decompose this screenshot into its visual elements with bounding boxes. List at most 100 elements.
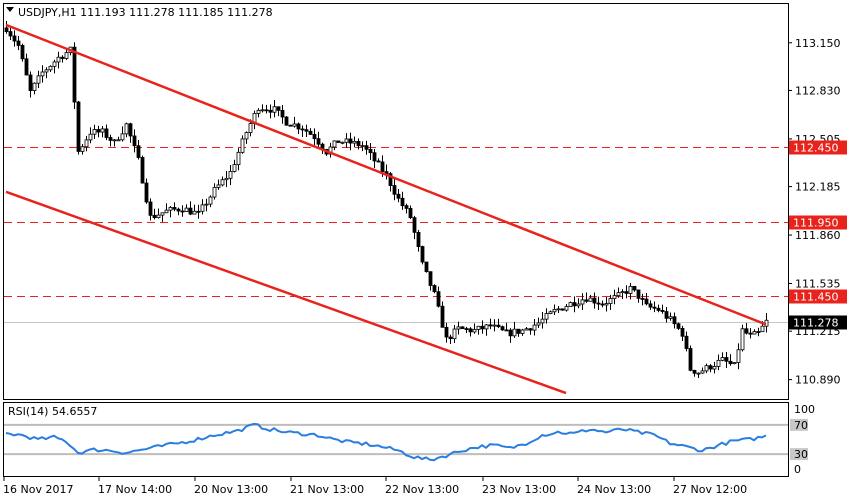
level-tag-label: 111.450: [793, 291, 839, 304]
price-tick-label: 110.890: [795, 374, 841, 387]
candle-body: [740, 328, 745, 351]
candle-body: [280, 109, 285, 118]
candle-body: [728, 360, 733, 365]
candle-body: [276, 106, 281, 111]
candle-body: [472, 329, 477, 333]
time-tick-label: 23 Nov 13:00: [482, 483, 556, 496]
candle-body: [476, 325, 481, 330]
candle-body: [152, 214, 157, 219]
candle-body: [44, 69, 49, 73]
candle-body: [216, 184, 221, 188]
price-tick-label: 111.860: [795, 229, 841, 242]
candle-body: [344, 138, 349, 143]
candle-body: [588, 297, 593, 302]
candle-body: [636, 289, 641, 299]
candle-body: [228, 171, 233, 179]
candle-body: [40, 71, 45, 77]
candle-body: [332, 140, 337, 148]
candle-body: [20, 45, 25, 60]
candle-body: [120, 133, 125, 141]
candle-body: [668, 316, 673, 319]
candle-body: [416, 231, 421, 247]
rsi-axis-label: 100: [794, 403, 815, 416]
candle-body: [528, 328, 533, 331]
rsi-axis: 100 70 30 0: [790, 403, 815, 476]
candle-body: [124, 123, 129, 135]
time-tick-label: 22 Nov 13:00: [385, 483, 459, 496]
candle-body: [248, 123, 253, 133]
candle-body: [552, 308, 557, 313]
rsi-level-tag: [790, 418, 808, 431]
symbol-info-line: USDJPY,H1 111.193 111.278 111.185 111.27…: [18, 6, 273, 19]
candle-body: [432, 285, 437, 293]
candle-body: [64, 52, 69, 59]
candle-body: [184, 207, 189, 212]
candle-body: [492, 324, 497, 327]
candle-body: [348, 138, 353, 144]
rsi-axis-label: 70: [794, 419, 808, 432]
candle-body: [256, 109, 261, 114]
candle-body: [8, 31, 13, 37]
rsi-level-tag: [790, 448, 808, 461]
candle-body: [660, 310, 665, 312]
rsi-panel: [3, 402, 789, 477]
candle-body: [760, 325, 765, 333]
candle-body: [520, 329, 525, 334]
candle-body: [340, 141, 345, 144]
candle-body: [148, 201, 153, 216]
candle-body: [600, 303, 605, 306]
candle-body: [16, 40, 21, 46]
candle-body: [300, 128, 305, 131]
candle-body: [176, 208, 181, 212]
candle-body: [524, 328, 529, 331]
candle-body: [464, 328, 469, 330]
symbol-dropdown-icon[interactable]: [6, 7, 14, 12]
candle-body: [140, 157, 145, 184]
candle-body: [460, 326, 465, 329]
price-tick-label: 111.535: [795, 277, 841, 290]
candle-body: [544, 313, 549, 320]
candle-body: [540, 318, 545, 324]
candle-body: [200, 204, 205, 212]
candle-body: [312, 134, 317, 140]
candle-body: [736, 349, 741, 363]
candle-body: [532, 324, 537, 331]
candle-body: [692, 369, 697, 374]
candle-body: [128, 123, 133, 137]
candle-body: [612, 295, 617, 299]
level-tag: [789, 140, 847, 155]
candle-body: [284, 116, 289, 126]
candle-body: [156, 214, 161, 219]
candle-body: [488, 324, 493, 327]
candle-body: [516, 328, 521, 334]
candle-body: [484, 324, 489, 330]
price-panel: [3, 3, 789, 400]
candle-body: [480, 325, 485, 330]
price-tick-label: 112.830: [795, 84, 841, 97]
candle-body: [160, 212, 165, 216]
candle-body: [548, 311, 553, 314]
candle-body: [288, 124, 293, 127]
candle-body: [108, 137, 113, 141]
candle-body: [424, 261, 429, 273]
candle-body: [96, 129, 101, 133]
candle-body: [188, 207, 193, 215]
candle-body: [60, 56, 65, 59]
candle-body: [168, 207, 173, 211]
candle-body: [224, 177, 229, 181]
candle-body: [572, 302, 577, 307]
candle-body: [644, 298, 649, 305]
candle-body: [640, 298, 645, 300]
candle-body: [136, 145, 141, 158]
channel-lower-line: [5, 190, 567, 395]
candle-body: [372, 152, 377, 162]
candle-body: [392, 185, 397, 195]
candle-body: [704, 365, 709, 372]
rsi-line: [5, 422, 767, 462]
candle-body: [232, 164, 237, 172]
candle-body: [376, 160, 381, 163]
candle-body: [596, 302, 601, 305]
candle-body: [748, 332, 753, 335]
candle-body: [396, 193, 401, 199]
current-price-tag: [789, 315, 847, 330]
